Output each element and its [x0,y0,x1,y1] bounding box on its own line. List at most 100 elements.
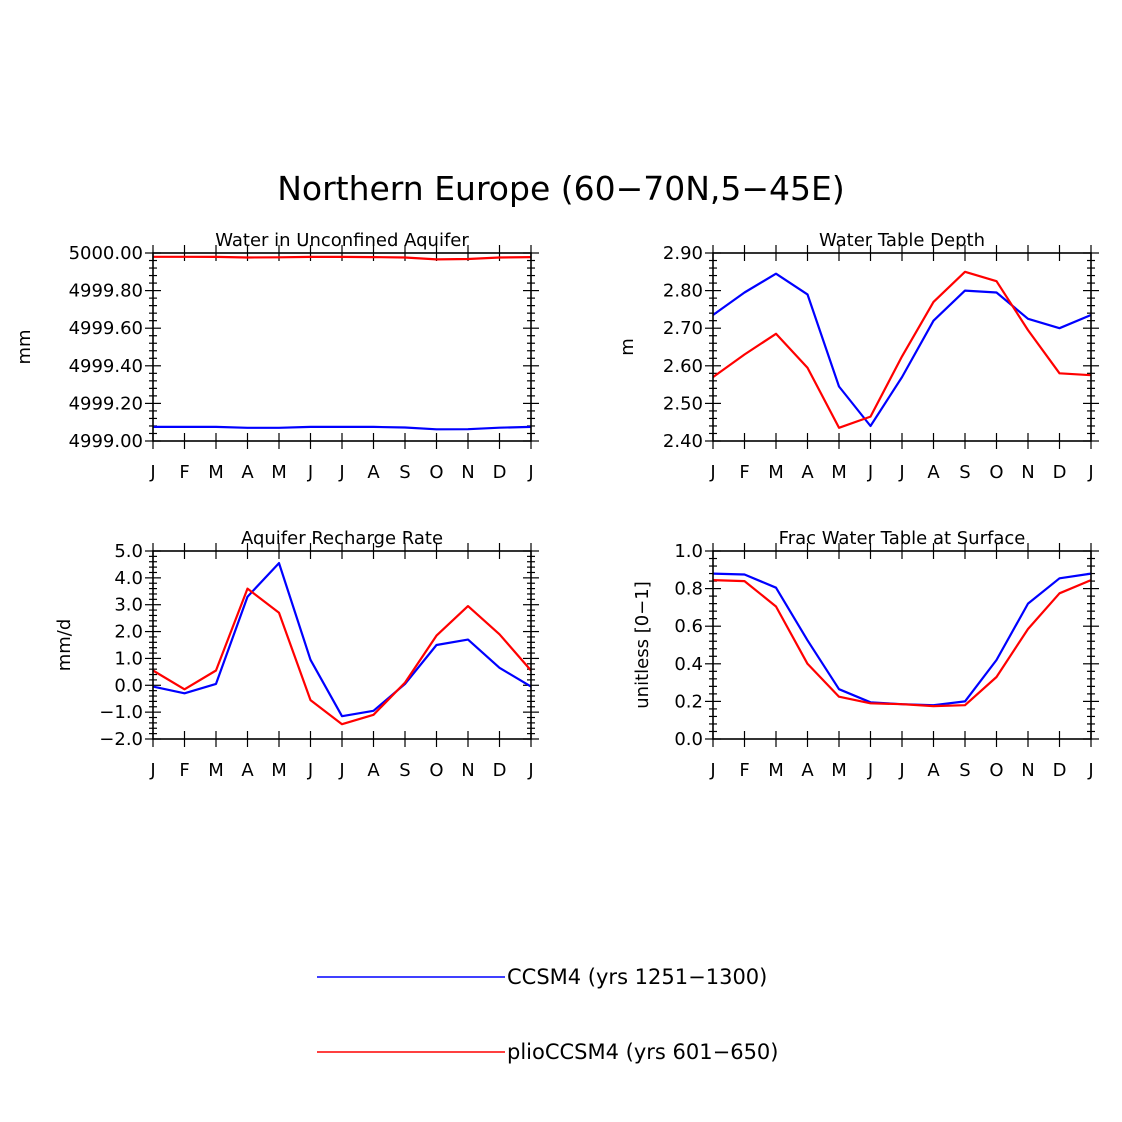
y-tick-label: 2.0 [114,622,143,643]
panel-title: Aquifer Recharge Rate [241,528,443,549]
x-tick-label: A [241,462,254,483]
y-tick-label: 2.50 [663,393,703,414]
x-tick-label: A [367,760,380,781]
plot-frame [152,252,532,442]
x-tick-label: M [768,462,784,483]
x-tick-label: F [179,462,189,483]
y-tick-label: 2.60 [663,356,703,377]
x-tick-label: F [739,760,749,781]
x-tick-label: J [527,760,533,781]
legend-label-plioccsm4: plioCCSM4 (yrs 601−650) [507,1040,778,1064]
x-tick-label: M [768,760,784,781]
y-tick-label: −1.0 [99,702,143,723]
x-tick-label: J [709,760,715,781]
series-line-plioccsm4 [152,587,532,726]
x-tick-label: J [1087,760,1093,781]
panel-title: Frac Water Table at Surface [779,528,1026,549]
legend: CCSM4 (yrs 1251−1300) plioCCSM4 (yrs 601… [317,965,778,1064]
y-axis-label: mm [14,329,35,364]
panel-title: Water Table Depth [819,230,985,251]
x-tick-label: M [271,760,287,781]
y-tick-label: 0.2 [674,691,703,712]
y-tick-label: 2.40 [663,431,703,452]
legend-label-ccsm4: CCSM4 (yrs 1251−1300) [507,965,767,989]
y-tick-label: 5000.00 [69,243,143,264]
series-line-ccsm4 [712,272,1092,428]
x-tick-label: N [1021,760,1034,781]
x-tick-label: J [149,760,155,781]
y-tick-label: 0.8 [674,579,703,600]
series-line-ccsm4 [153,425,532,431]
y-tick-label: 5.0 [114,541,143,562]
y-tick-label: 2.90 [663,243,703,264]
y-tick-label: 1.0 [114,648,143,669]
y-tick-label: 4999.00 [69,431,143,452]
y-tick-label: 0.0 [674,729,703,750]
x-tick-label: N [1021,462,1034,483]
y-tick-label: 3.0 [114,595,143,616]
x-tick-label: S [399,760,410,781]
x-tick-label: O [989,462,1003,483]
x-tick-label: J [338,462,344,483]
x-tick-label: M [271,462,287,483]
y-axis-label: unitless [0−1] [632,581,653,708]
series-line-plioccsm4 [712,270,1092,429]
y-tick-label: 4999.60 [69,318,143,339]
x-tick-label: J [307,462,313,483]
x-tick-label: S [399,462,410,483]
x-tick-label: A [367,462,380,483]
x-tick-label: J [898,462,904,483]
x-tick-label: D [493,760,507,781]
x-tick-label: N [461,462,474,483]
x-tick-label: O [429,462,443,483]
x-tick-label: J [307,760,313,781]
x-tick-label: F [179,760,189,781]
series-line-plioccsm4 [153,255,532,261]
x-tick-label: J [867,760,873,781]
y-tick-label: 0.0 [114,675,143,696]
y-axis-label: mm/d [54,619,75,672]
x-tick-label: N [461,760,474,781]
x-tick-label: D [493,462,507,483]
x-tick-label: J [709,462,715,483]
y-tick-label: 4.0 [114,568,143,589]
y-tick-label: 4999.40 [69,356,143,377]
x-tick-label: J [867,462,873,483]
y-tick-label: 0.4 [674,654,703,675]
x-tick-label: O [429,760,443,781]
y-tick-label: 4999.80 [69,281,143,302]
x-tick-label: S [959,462,970,483]
series-line-plioccsm4 [712,579,1092,708]
x-tick-label: M [831,462,847,483]
y-tick-label: −2.0 [99,729,143,750]
y-tick-label: 0.6 [674,616,703,637]
x-tick-label: A [801,760,814,781]
x-tick-label: D [1053,462,1067,483]
y-tick-label: 2.80 [663,281,703,302]
y-tick-label: 4999.20 [69,393,143,414]
x-tick-label: S [959,760,970,781]
x-tick-label: M [208,462,224,483]
x-tick-label: J [898,760,904,781]
x-tick-label: J [338,760,344,781]
x-tick-label: A [241,760,254,781]
y-axis-label: m [617,338,638,356]
panel-aquifer-recharge-rate: Aquifer Recharge Rate mm/d −2.0 −1.0 0.0 1.0 2… [54,528,539,781]
x-tick-label: A [927,760,940,781]
panel-water-in-aquifer: Water in Unconfined Aquifermm4999.004999… [14,230,539,483]
plot-frame [712,550,1092,740]
plot-frame [152,550,532,740]
plot-frame [712,252,1092,442]
x-tick-label: M [831,760,847,781]
figure-title: Northern Europe (60−70N,5−45E) [277,169,845,208]
y-tick-label: 1.0 [674,541,703,562]
x-tick-label: M [208,760,224,781]
x-tick-label: F [739,462,749,483]
panel-frac-water-table: Frac Water Table at Surface unitless [0−1… [632,528,1099,781]
x-tick-label: A [801,462,814,483]
x-tick-label: J [1087,462,1093,483]
x-tick-label: D [1053,760,1067,781]
x-tick-label: J [149,462,155,483]
